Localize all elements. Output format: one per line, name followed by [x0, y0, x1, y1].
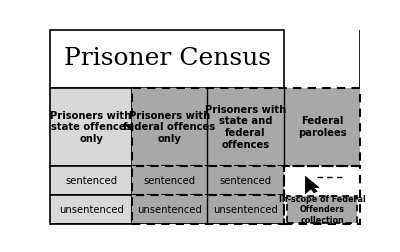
Text: Prisoners with
state and
federal
offences: Prisoners with state and federal offence… [205, 105, 286, 150]
Text: Prisoners with
federal offences
only: Prisoners with federal offences only [123, 111, 216, 144]
Bar [284, 166, 360, 224]
Text: Prisoners with
state offences
only: Prisoners with state offences only [50, 111, 132, 144]
Text: sentenced: sentenced [219, 176, 271, 186]
Text: unsentenced: unsentenced [59, 205, 124, 215]
Text: Prisoner Census: Prisoner Census [64, 47, 270, 70]
Text: Federal
parolees: Federal parolees [298, 116, 346, 138]
Bar [284, 166, 360, 224]
Text: sentenced: sentenced [65, 176, 117, 186]
Bar [50, 30, 284, 88]
Bar [132, 166, 284, 195]
Bar [50, 166, 132, 195]
Bar [287, 196, 357, 223]
Bar [132, 88, 360, 166]
Text: sentenced: sentenced [143, 176, 196, 186]
Polygon shape [305, 176, 319, 194]
Bar [50, 88, 132, 166]
Text: unsentenced: unsentenced [213, 205, 278, 215]
Bar [132, 195, 284, 224]
Text: In-scope of Federal
Offenders
collection: In-scope of Federal Offenders collection [279, 195, 366, 225]
Text: unsentenced: unsentenced [137, 205, 202, 215]
Bar [50, 195, 132, 224]
